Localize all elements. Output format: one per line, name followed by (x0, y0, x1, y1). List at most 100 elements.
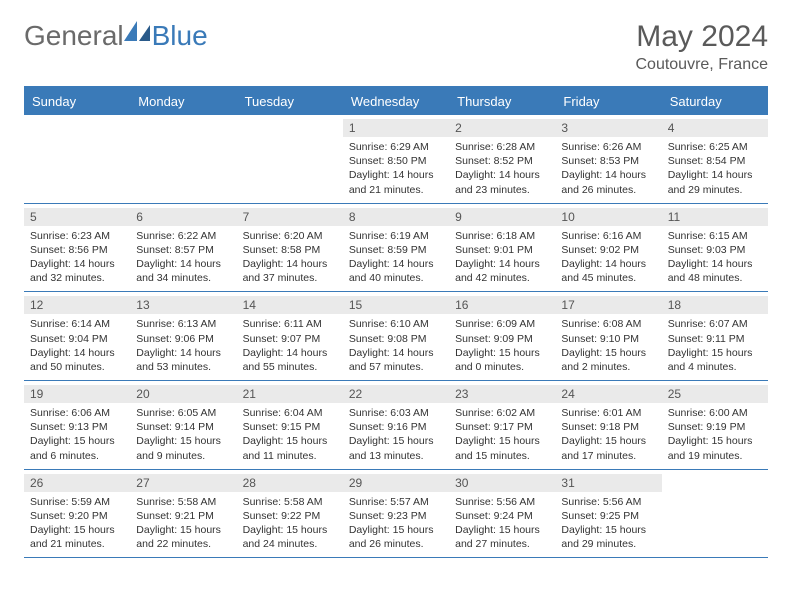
sunrise-text: Sunrise: 6:08 AM (561, 317, 655, 331)
sunset-text: Sunset: 9:07 PM (243, 332, 337, 346)
sunrise-text: Sunrise: 5:56 AM (455, 495, 549, 509)
page-header: General Blue May 2024 Coutouvre, France (24, 20, 768, 74)
daylight-text: and 29 minutes. (561, 537, 655, 551)
daylight-text: Daylight: 15 hours (561, 346, 655, 360)
daylight-text: and 17 minutes. (561, 449, 655, 463)
sunset-text: Sunset: 9:23 PM (349, 509, 443, 523)
day-number: 26 (24, 474, 130, 492)
daylight-text: and 22 minutes. (136, 537, 230, 551)
day-cell: 15Sunrise: 6:10 AMSunset: 9:08 PMDayligh… (343, 292, 449, 380)
day-number: 11 (662, 208, 768, 226)
sunset-text: Sunset: 8:59 PM (349, 243, 443, 257)
day-number: 19 (24, 385, 130, 403)
sunrise-text: Sunrise: 6:15 AM (668, 229, 762, 243)
sunrise-text: Sunrise: 6:16 AM (561, 229, 655, 243)
sunset-text: Sunset: 9:17 PM (455, 420, 549, 434)
sunset-text: Sunset: 9:16 PM (349, 420, 443, 434)
sunrise-text: Sunrise: 6:09 AM (455, 317, 549, 331)
daylight-text: and 42 minutes. (455, 271, 549, 285)
day-number: 25 (662, 385, 768, 403)
blank-cell (24, 115, 130, 203)
sunrise-text: Sunrise: 5:58 AM (243, 495, 337, 509)
day-cell: 21Sunrise: 6:04 AMSunset: 9:15 PMDayligh… (237, 381, 343, 469)
sunset-text: Sunset: 8:58 PM (243, 243, 337, 257)
day-number: 15 (343, 296, 449, 314)
sunrise-text: Sunrise: 6:29 AM (349, 140, 443, 154)
daylight-text: Daylight: 15 hours (136, 523, 230, 537)
day-cell: 26Sunrise: 5:59 AMSunset: 9:20 PMDayligh… (24, 470, 130, 558)
daylight-text: Daylight: 15 hours (243, 434, 337, 448)
day-number: 16 (449, 296, 555, 314)
daylight-text: and 13 minutes. (349, 449, 443, 463)
sunset-text: Sunset: 9:21 PM (136, 509, 230, 523)
sunrise-text: Sunrise: 6:20 AM (243, 229, 337, 243)
day-number: 31 (555, 474, 661, 492)
sunrise-text: Sunrise: 6:00 AM (668, 406, 762, 420)
day-number: 21 (237, 385, 343, 403)
day-number: 17 (555, 296, 661, 314)
blank-cell (237, 115, 343, 203)
daylight-text: and 45 minutes. (561, 271, 655, 285)
daylight-text: Daylight: 15 hours (30, 434, 124, 448)
sunrise-text: Sunrise: 6:04 AM (243, 406, 337, 420)
sunset-text: Sunset: 9:08 PM (349, 332, 443, 346)
day-cell: 2Sunrise: 6:28 AMSunset: 8:52 PMDaylight… (449, 115, 555, 203)
day-number: 27 (130, 474, 236, 492)
daylight-text: and 21 minutes. (30, 537, 124, 551)
day-number: 18 (662, 296, 768, 314)
daylight-text: and 6 minutes. (30, 449, 124, 463)
daylight-text: Daylight: 15 hours (349, 434, 443, 448)
daylight-text: Daylight: 15 hours (455, 523, 549, 537)
daylight-text: and 21 minutes. (349, 183, 443, 197)
sunrise-text: Sunrise: 6:26 AM (561, 140, 655, 154)
calendar: SundayMondayTuesdayWednesdayThursdayFrid… (24, 86, 768, 558)
sunset-text: Sunset: 8:50 PM (349, 154, 443, 168)
sunrise-text: Sunrise: 6:19 AM (349, 229, 443, 243)
daylight-text: Daylight: 14 hours (561, 168, 655, 182)
daylight-text: and 4 minutes. (668, 360, 762, 374)
day-cell: 20Sunrise: 6:05 AMSunset: 9:14 PMDayligh… (130, 381, 236, 469)
day-cell: 8Sunrise: 6:19 AMSunset: 8:59 PMDaylight… (343, 204, 449, 292)
sunrise-text: Sunrise: 5:58 AM (136, 495, 230, 509)
sunset-text: Sunset: 8:54 PM (668, 154, 762, 168)
daylight-text: Daylight: 14 hours (136, 346, 230, 360)
logo: General Blue (24, 20, 208, 52)
day-cell: 4Sunrise: 6:25 AMSunset: 8:54 PMDaylight… (662, 115, 768, 203)
daylight-text: Daylight: 14 hours (136, 257, 230, 271)
dayhead: Wednesday (343, 88, 449, 115)
day-number: 12 (24, 296, 130, 314)
day-cell: 28Sunrise: 5:58 AMSunset: 9:22 PMDayligh… (237, 470, 343, 558)
dayhead: Saturday (662, 88, 768, 115)
day-number: 8 (343, 208, 449, 226)
sunset-text: Sunset: 9:01 PM (455, 243, 549, 257)
logo-text-1: General (24, 20, 124, 52)
week-row: 12Sunrise: 6:14 AMSunset: 9:04 PMDayligh… (24, 292, 768, 381)
day-number: 24 (555, 385, 661, 403)
daylight-text: Daylight: 15 hours (136, 434, 230, 448)
sunset-text: Sunset: 9:20 PM (30, 509, 124, 523)
sunrise-text: Sunrise: 6:10 AM (349, 317, 443, 331)
sunrise-text: Sunrise: 6:25 AM (668, 140, 762, 154)
daylight-text: and 19 minutes. (668, 449, 762, 463)
sunrise-text: Sunrise: 6:18 AM (455, 229, 549, 243)
day-number: 13 (130, 296, 236, 314)
daylight-text: and 26 minutes. (561, 183, 655, 197)
day-number: 6 (130, 208, 236, 226)
daylight-text: Daylight: 15 hours (668, 346, 762, 360)
daylight-text: and 27 minutes. (455, 537, 549, 551)
day-number: 20 (130, 385, 236, 403)
day-number: 10 (555, 208, 661, 226)
sunset-text: Sunset: 9:09 PM (455, 332, 549, 346)
title-block: May 2024 Coutouvre, France (635, 20, 768, 74)
daylight-text: and 50 minutes. (30, 360, 124, 374)
sunrise-text: Sunrise: 5:59 AM (30, 495, 124, 509)
daylight-text: and 57 minutes. (349, 360, 443, 374)
sunset-text: Sunset: 9:19 PM (668, 420, 762, 434)
daylight-text: Daylight: 15 hours (561, 434, 655, 448)
day-number: 2 (449, 119, 555, 137)
day-cell: 10Sunrise: 6:16 AMSunset: 9:02 PMDayligh… (555, 204, 661, 292)
daylight-text: and 0 minutes. (455, 360, 549, 374)
sunset-text: Sunset: 9:14 PM (136, 420, 230, 434)
sunset-text: Sunset: 8:52 PM (455, 154, 549, 168)
sunrise-text: Sunrise: 5:57 AM (349, 495, 443, 509)
